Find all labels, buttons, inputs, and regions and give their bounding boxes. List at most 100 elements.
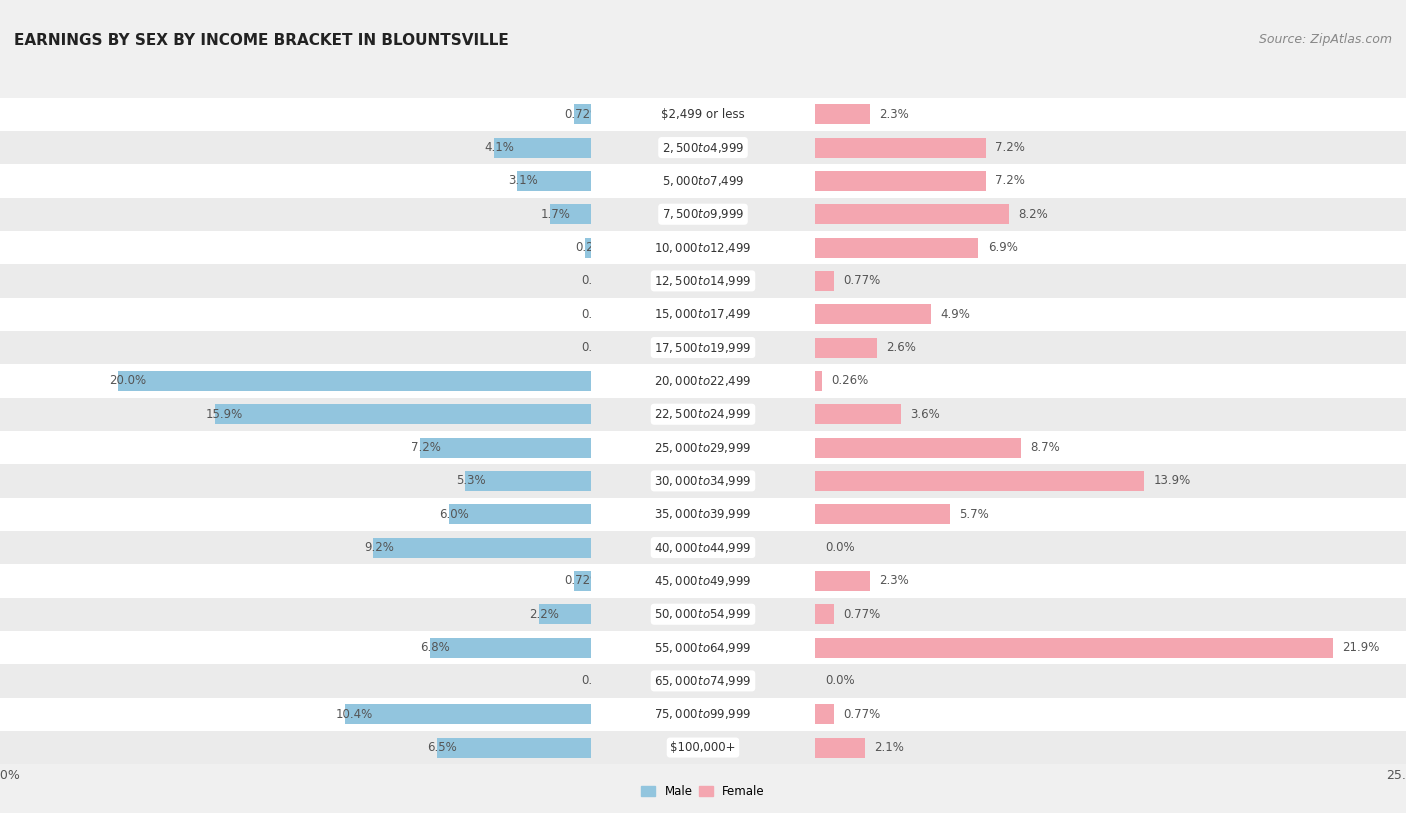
Bar [0,664,1406,698]
Bar [0,231,1406,264]
Bar [494,137,591,158]
Bar [815,304,931,324]
Bar [0,598,1406,631]
Bar [574,571,591,591]
Bar [0,231,1406,264]
Text: $7,500 to $9,999: $7,500 to $9,999 [662,207,744,221]
Text: 6.0%: 6.0% [439,508,470,520]
Bar [815,104,870,124]
Bar [0,298,1406,331]
Text: 0.77%: 0.77% [844,275,880,287]
Bar [430,637,591,658]
Bar [538,604,591,624]
Text: 20.0%: 20.0% [108,375,146,387]
Bar [0,164,1406,198]
Bar [815,171,986,191]
Bar [815,637,1333,658]
Bar [0,531,1406,564]
Bar [815,437,1021,458]
Bar [0,598,1406,631]
Text: 3.1%: 3.1% [508,175,537,187]
Bar [0,631,1406,664]
Bar [0,731,1406,764]
Legend: Male, Female: Male, Female [637,780,769,803]
Bar [0,98,1406,131]
Bar [815,237,979,258]
Text: $17,500 to $19,999: $17,500 to $19,999 [654,341,752,354]
Text: 8.7%: 8.7% [1031,441,1060,454]
Bar [0,664,1406,698]
Text: 21.9%: 21.9% [1343,641,1379,654]
Bar [0,631,1406,664]
Text: 13.9%: 13.9% [1153,475,1191,487]
Text: $10,000 to $12,499: $10,000 to $12,499 [654,241,752,254]
Bar [0,364,1406,398]
Text: $30,000 to $34,999: $30,000 to $34,999 [654,474,752,488]
Text: 0.0%: 0.0% [581,341,610,354]
Bar [0,598,1406,631]
Text: 4.9%: 4.9% [941,308,970,320]
Bar [0,131,1406,164]
Text: $12,500 to $14,999: $12,500 to $14,999 [654,274,752,288]
Text: $2,499 or less: $2,499 or less [661,108,745,120]
Text: 6.5%: 6.5% [427,741,457,754]
Text: 0.77%: 0.77% [844,608,880,620]
Text: 10.4%: 10.4% [336,708,373,720]
Text: $40,000 to $44,999: $40,000 to $44,999 [654,541,752,554]
Bar [0,131,1406,164]
Bar [0,331,1406,364]
Bar [0,164,1406,198]
Text: $55,000 to $64,999: $55,000 to $64,999 [654,641,752,654]
Bar [585,237,591,258]
Text: 8.2%: 8.2% [1018,208,1049,220]
Bar [815,137,986,158]
Bar [373,537,591,558]
Text: 7.2%: 7.2% [995,175,1025,187]
Bar [0,431,1406,464]
Text: 1.7%: 1.7% [541,208,571,220]
Bar [815,504,950,524]
Bar [0,564,1406,598]
Text: 2.6%: 2.6% [886,341,917,354]
Text: 2.2%: 2.2% [529,608,560,620]
Bar [0,498,1406,531]
Text: $100,000+: $100,000+ [671,741,735,754]
Bar [0,464,1406,498]
Bar [0,264,1406,298]
Bar [0,264,1406,298]
Text: 2.3%: 2.3% [879,575,910,587]
Bar [574,104,591,124]
Text: $45,000 to $49,999: $45,000 to $49,999 [654,574,752,588]
Bar [0,564,1406,598]
Text: 0.26%: 0.26% [831,375,869,387]
Bar [0,131,1406,164]
Text: 0.0%: 0.0% [825,541,855,554]
Text: 0.72%: 0.72% [564,108,602,120]
Bar [815,737,865,758]
Text: 0.0%: 0.0% [825,675,855,687]
Bar [0,198,1406,231]
Bar [0,331,1406,364]
Bar [815,337,877,358]
Bar [0,198,1406,231]
Bar [0,664,1406,698]
Bar [0,698,1406,731]
Text: 0.77%: 0.77% [844,708,880,720]
Bar [0,364,1406,398]
Text: 5.7%: 5.7% [959,508,990,520]
Bar [815,404,900,424]
Bar [0,298,1406,331]
Text: 0.0%: 0.0% [581,308,610,320]
Bar [0,198,1406,231]
Text: 0.24%: 0.24% [575,241,613,254]
Bar [0,264,1406,298]
Text: 15.9%: 15.9% [205,408,243,420]
Bar [815,704,834,724]
Bar [0,98,1406,131]
Bar [0,464,1406,498]
Text: 7.2%: 7.2% [411,441,441,454]
Text: Source: ZipAtlas.com: Source: ZipAtlas.com [1258,33,1392,46]
Bar [437,737,591,758]
Text: 2.3%: 2.3% [879,108,910,120]
Bar [0,464,1406,498]
